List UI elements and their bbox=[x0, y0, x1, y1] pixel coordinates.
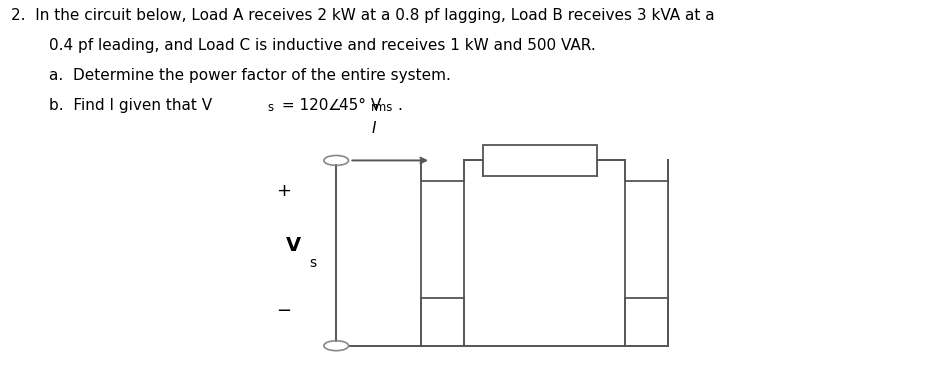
Text: B: B bbox=[437, 231, 449, 249]
Text: −: − bbox=[277, 302, 292, 320]
Text: ∠: ∠ bbox=[328, 98, 341, 113]
Bar bbox=[483, 145, 597, 176]
Text: V: V bbox=[286, 236, 301, 255]
Text: 2.  In the circuit below, Load A receives 2 kW at a 0.8 pf lagging, Load B recei: 2. In the circuit below, Load A receives… bbox=[11, 8, 715, 23]
Text: 0.4 pf leading, and Load C is inductive and receives 1 kW and 500 VAR.: 0.4 pf leading, and Load C is inductive … bbox=[49, 38, 596, 53]
Text: I: I bbox=[372, 121, 376, 136]
Text: +: + bbox=[277, 182, 292, 200]
Text: b.  Find I given that V: b. Find I given that V bbox=[49, 98, 212, 113]
Text: .: . bbox=[398, 98, 402, 113]
Bar bbox=[421, 181, 464, 298]
Text: A: A bbox=[534, 151, 545, 170]
Text: = 120: = 120 bbox=[277, 98, 329, 113]
Text: s: s bbox=[309, 256, 316, 270]
Text: rms: rms bbox=[371, 101, 394, 114]
Text: s: s bbox=[268, 101, 274, 114]
Bar bbox=[625, 181, 668, 298]
Text: 45° V: 45° V bbox=[339, 98, 382, 113]
Text: C: C bbox=[640, 231, 652, 249]
Text: a.  Determine the power factor of the entire system.: a. Determine the power factor of the ent… bbox=[49, 68, 451, 83]
